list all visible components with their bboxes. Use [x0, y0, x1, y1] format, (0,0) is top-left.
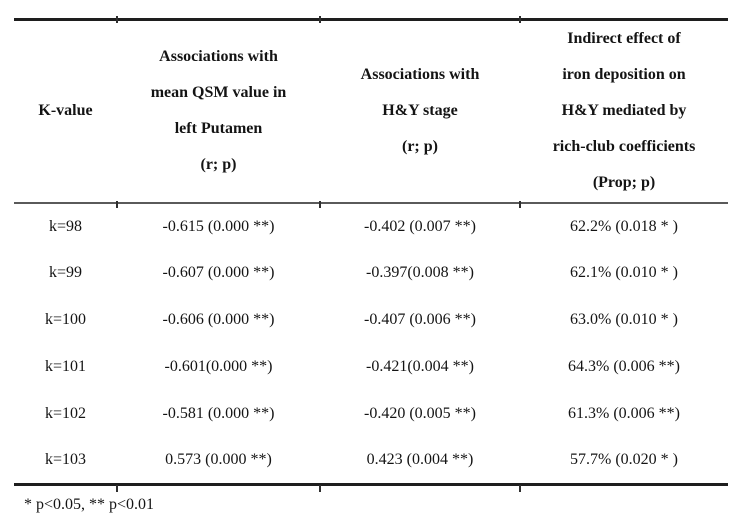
table-row: k=100 -0.606 (0.000 **) -0.407 (0.006 **… — [14, 297, 728, 344]
cell-indirect-effect: 63.0% (0.010 * ) — [570, 311, 678, 328]
table-row: k=98 -0.615 (0.000 **) -0.402 (0.007 **)… — [14, 203, 728, 250]
cell-qsm-association: 0.573 (0.000 **) — [165, 451, 272, 469]
cell-indirect-effect: 62.1% (0.010 * ) — [570, 264, 678, 281]
cell-k-value: k=98 — [48, 217, 83, 235]
cell-qsm-association: -0.601(0.000 **) — [164, 358, 273, 375]
cell-qsm-association: -0.606 (0.000 **) — [162, 311, 275, 328]
header-row: K-value Associations with mean QSM value… — [14, 19, 728, 204]
results-table: K-value Associations with mean QSM value… — [14, 18, 728, 486]
cell-indirect-effect: 64.3% (0.006 **) — [568, 358, 680, 375]
cell-k-value: k=102 — [44, 405, 87, 422]
cell-k-value: k=101 — [44, 358, 87, 375]
column-boundary-tick — [319, 201, 321, 208]
cell-k-value: k=99 — [48, 264, 83, 281]
cell-qsm-association: -0.615 (0.000 **) — [162, 217, 275, 235]
table-row: k=103 0.573 (0.000 **) 0.423 (0.004 **) … — [14, 438, 728, 485]
cell-qsm-association: -0.607 (0.000 **) — [162, 264, 275, 281]
cell-hy-association: 0.423 (0.004 **) — [366, 451, 474, 469]
table-row: k=99 -0.607 (0.000 **) -0.397(0.008 **) … — [14, 250, 728, 297]
cell-indirect-effect: 61.3% (0.006 **) — [568, 405, 680, 422]
column-boundary-tick — [319, 16, 321, 23]
cell-hy-association: -0.420 (0.005 **) — [364, 405, 476, 422]
column-header-indirect-effect: Indirect effect of iron deposition on H&… — [520, 19, 728, 204]
cell-indirect-effect: 62.2% (0.018 * ) — [570, 217, 678, 235]
column-header-qsm-association: Associations with mean QSM value in left… — [117, 19, 320, 204]
cell-k-value: k=100 — [44, 311, 87, 328]
table-row: k=101 -0.601(0.000 **) -0.421(0.004 **) … — [14, 344, 728, 391]
cell-qsm-association: -0.581 (0.000 **) — [162, 405, 275, 422]
cell-hy-association: -0.397(0.008 **) — [366, 264, 474, 281]
column-boundary-tick — [116, 201, 118, 208]
column-boundary-tick — [319, 485, 321, 492]
column-boundary-tick — [519, 201, 521, 208]
cell-hy-association: -0.402 (0.007 **) — [364, 217, 476, 235]
column-header-k-value: K-value — [14, 19, 117, 204]
column-boundary-tick — [116, 16, 118, 23]
cell-indirect-effect: 57.7% (0.020 * ) — [570, 451, 678, 469]
cell-k-value: k=103 — [44, 451, 87, 469]
column-boundary-tick — [519, 485, 521, 492]
column-boundary-tick — [116, 485, 118, 492]
table-row: k=102 -0.581 (0.000 **) -0.420 (0.005 **… — [14, 391, 728, 438]
column-header-hy-association: Associations with H&Y stage (r; p) — [320, 19, 520, 204]
significance-footnote: * p<0.05, ** p<0.01 — [24, 496, 155, 513]
column-boundary-tick — [519, 16, 521, 23]
cell-hy-association: -0.421(0.004 **) — [366, 358, 474, 375]
cell-hy-association: -0.407 (0.006 **) — [364, 311, 476, 328]
